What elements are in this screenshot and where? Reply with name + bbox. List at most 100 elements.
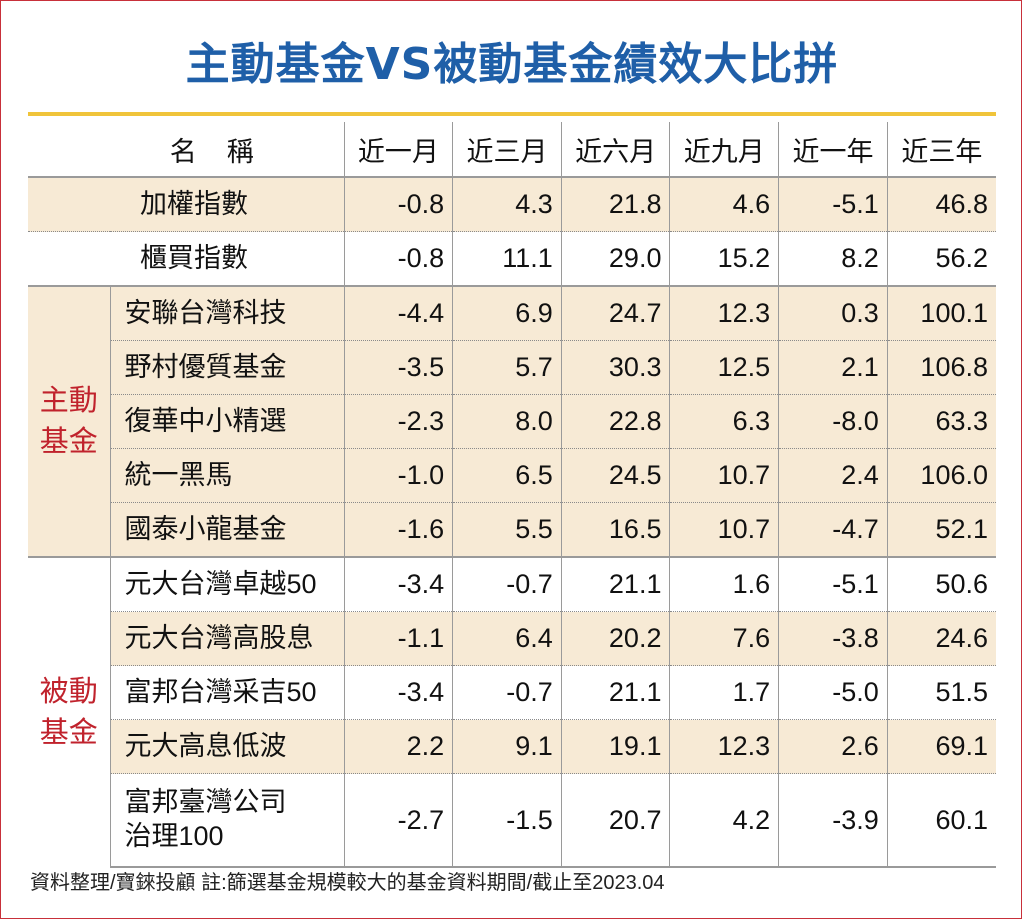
cell-value: 5.7 (452, 340, 562, 395)
cell-value: -4.4 (343, 285, 453, 341)
row-name: 元大台灣卓越50 (109, 556, 344, 612)
group-label-active-text: 主動基金 (39, 384, 98, 458)
row-name: 加權指數 (110, 177, 344, 232)
cell-value: 100.1 (886, 285, 996, 341)
row-name: 元大台灣高股息 (109, 611, 344, 666)
cell-value: 4.3 (452, 177, 562, 232)
cell-value: -0.7 (452, 665, 562, 720)
cell-value: 56.2 (886, 231, 996, 287)
header-1m: 近一月 (343, 122, 453, 178)
title-divider (28, 112, 996, 116)
cell-value: -0.8 (343, 177, 453, 232)
cell-value: 60.1 (886, 773, 996, 868)
cell-value: 0.3 (778, 285, 888, 341)
cell-value: 29.0 (560, 231, 670, 287)
cell-value: 63.3 (886, 394, 996, 449)
cell-value: -3.4 (343, 556, 453, 612)
cell-value: -4.7 (778, 502, 888, 558)
cell-value: 21.1 (560, 556, 670, 612)
cell-value: 20.7 (560, 773, 670, 868)
cell-value: -0.7 (452, 556, 562, 612)
cell-value: 6.5 (452, 448, 562, 503)
cell-value: 1.6 (669, 556, 779, 612)
cell-value: 46.8 (886, 177, 996, 232)
table-row: 國泰小龍基金 -1.6 5.5 16.5 10.7 -4.7 52.1 (28, 502, 996, 558)
cell-value: -2.7 (343, 773, 453, 868)
row-group-spacer (28, 231, 110, 287)
cell-value: 4.2 (669, 773, 779, 868)
header-6m: 近六月 (560, 122, 670, 178)
cell-value: -5.1 (778, 177, 888, 232)
cell-value: -1.6 (343, 502, 453, 558)
cell-value: 7.6 (669, 611, 779, 666)
group-label-active: 主動基金 (28, 285, 110, 557)
cell-value: 9.1 (452, 719, 562, 774)
table-row: 被動基金 元大台灣卓越50 -3.4 -0.7 21.1 1.6 -5.1 50… (28, 556, 996, 867)
row-name: 櫃買指數 (110, 231, 344, 287)
table-row: 元大台灣高股息 -1.1 6.4 20.2 7.6 -3.8 24.6 (28, 611, 996, 666)
table-row: 野村優質基金 -3.5 5.7 30.3 12.5 2.1 106.8 (28, 340, 996, 395)
cell-value: 2.4 (778, 448, 888, 503)
cell-value: 10.7 (669, 502, 779, 558)
cell-value: 2.2 (343, 719, 453, 774)
cell-value: -3.5 (343, 340, 453, 395)
cell-value: -5.0 (778, 665, 888, 720)
cell-value: 20.2 (560, 611, 670, 666)
performance-table: 名稱 近一月 近三月 近六月 近九月 近一年 近三年 加權指數 -0.8 4.3… (28, 122, 996, 868)
cell-value: -1.0 (343, 448, 453, 503)
cell-value: 24.7 (560, 285, 670, 341)
cell-value: 6.4 (452, 611, 562, 666)
row-name: 國泰小龍基金 (109, 502, 344, 558)
cell-value: 2.1 (778, 340, 888, 395)
cell-value: 1.7 (669, 665, 779, 720)
cell-value: 19.1 (560, 719, 670, 774)
header-3y: 近三年 (886, 122, 996, 178)
cell-value: 22.8 (560, 394, 670, 449)
row-group-spacer (28, 177, 110, 232)
row-name: 富邦臺灣公司 治理100 (109, 773, 344, 868)
cell-value: -5.1 (778, 556, 888, 612)
cell-value: 2.6 (778, 719, 888, 774)
cell-value: 11.1 (452, 231, 562, 287)
row-name-line1: 富邦臺灣公司 (124, 787, 287, 818)
row-name: 富邦台灣采吉50 (109, 665, 344, 720)
table-row: 櫃買指數 -0.8 11.1 29.0 15.2 8.2 56.2 (28, 231, 996, 287)
cell-value: 21.8 (560, 177, 670, 232)
cell-value: -0.8 (343, 231, 453, 287)
row-name: 復華中小精選 (109, 394, 344, 449)
table-row: 復華中小精選 -2.3 8.0 22.8 6.3 -8.0 63.3 (28, 394, 996, 449)
group-label-passive: 被動基金 (28, 556, 110, 867)
cell-value: 6.3 (669, 394, 779, 449)
cell-value: -1.1 (343, 611, 453, 666)
cell-value: 15.2 (669, 231, 779, 287)
cell-value: 106.0 (886, 448, 996, 503)
row-name: 野村優質基金 (109, 340, 344, 395)
row-name: 元大高息低波 (109, 719, 344, 774)
row-name: 統一黑馬 (109, 448, 344, 503)
table-row: 富邦臺灣公司 治理100 -2.7 -1.5 20.7 4.2 -3.9 60.1 (28, 773, 996, 868)
cell-value: -3.8 (778, 611, 888, 666)
cell-value: 12.5 (669, 340, 779, 395)
table-row: 元大高息低波 2.2 9.1 19.1 12.3 2.6 69.1 (28, 719, 996, 774)
cell-value: 52.1 (886, 502, 996, 558)
cell-value: 24.6 (886, 611, 996, 666)
cell-value: 69.1 (886, 719, 996, 774)
source-footnote: 資料整理/寶錸投顧 註:篩選基金規模較大的基金資料期間/截止至2023.04 (30, 872, 665, 894)
table-row: 富邦台灣采吉50 -3.4 -0.7 21.1 1.7 -5.0 51.5 (28, 665, 996, 720)
cell-value: 10.7 (669, 448, 779, 503)
header-name: 名稱 (110, 122, 344, 178)
cell-value: 4.6 (669, 177, 779, 232)
page-title: 主動基金VS被動基金績效大比拼 (185, 39, 839, 90)
cell-value: 5.5 (452, 502, 562, 558)
row-name-line2: 治理100 (124, 821, 224, 851)
cell-value: 50.6 (886, 556, 996, 612)
cell-value: 8.0 (452, 394, 562, 449)
cell-value: -2.3 (343, 394, 453, 449)
cell-value: -3.4 (343, 665, 453, 720)
header-1y: 近一年 (778, 122, 888, 178)
header-3m: 近三月 (452, 122, 562, 178)
group-label-passive-text: 被動基金 (39, 675, 98, 749)
cell-value: 16.5 (560, 502, 670, 558)
cell-value: 12.3 (669, 719, 779, 774)
header-9m: 近九月 (669, 122, 779, 178)
